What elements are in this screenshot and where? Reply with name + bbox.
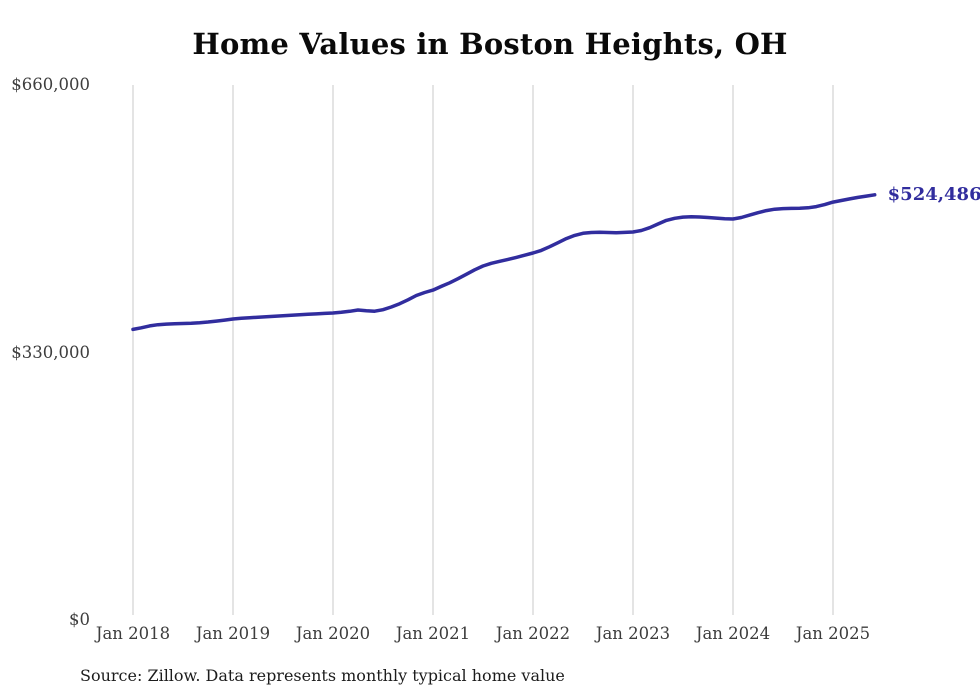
- x-tick-label: Jan 2020: [295, 624, 371, 643]
- x-tick-label: Jan 2018: [95, 624, 171, 643]
- x-tick-label: Jan 2022: [495, 624, 571, 643]
- x-tick-label: Jan 2025: [795, 624, 871, 643]
- chart-title: Home Values in Boston Heights, OH: [192, 27, 788, 61]
- y-tick-label: $0: [69, 610, 90, 629]
- x-tick-label: Jan 2021: [395, 624, 471, 643]
- x-tick-label: Jan 2019: [195, 624, 271, 643]
- source-note: Source: Zillow. Data represents monthly …: [80, 666, 565, 685]
- y-tick-label: $330,000: [11, 342, 90, 362]
- home-value-line: [131, 193, 877, 332]
- x-tick-label: Jan 2024: [695, 624, 771, 643]
- y-tick-label: $660,000: [11, 75, 90, 94]
- x-tick-label: Jan 2023: [595, 624, 671, 643]
- latest-value-label: $524,486: [887, 183, 980, 205]
